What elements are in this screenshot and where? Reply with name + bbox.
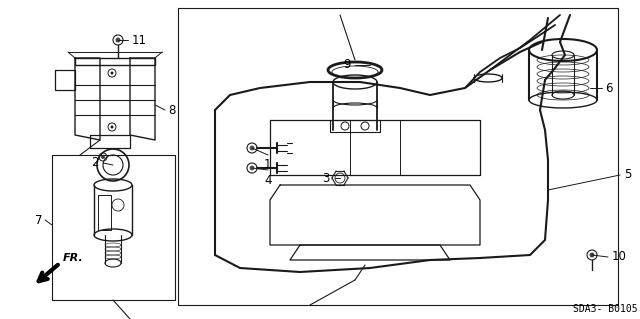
Text: 3: 3 xyxy=(323,172,330,184)
Circle shape xyxy=(111,125,113,129)
Text: 1: 1 xyxy=(264,158,271,171)
Text: 5: 5 xyxy=(624,168,632,182)
Text: 10: 10 xyxy=(612,250,627,263)
Text: 6: 6 xyxy=(605,81,612,94)
Text: SDA3- B0105: SDA3- B0105 xyxy=(573,304,638,314)
Text: 2: 2 xyxy=(92,157,99,169)
Circle shape xyxy=(101,155,105,159)
Circle shape xyxy=(250,145,255,151)
Circle shape xyxy=(589,253,595,257)
Circle shape xyxy=(250,166,255,170)
Text: 7: 7 xyxy=(35,213,42,226)
Text: 8: 8 xyxy=(168,103,175,116)
Text: 4: 4 xyxy=(264,174,271,187)
Circle shape xyxy=(111,71,113,75)
Circle shape xyxy=(115,38,120,42)
Text: 9: 9 xyxy=(344,58,351,71)
Text: FR.: FR. xyxy=(63,253,84,263)
Text: 11: 11 xyxy=(132,33,147,47)
